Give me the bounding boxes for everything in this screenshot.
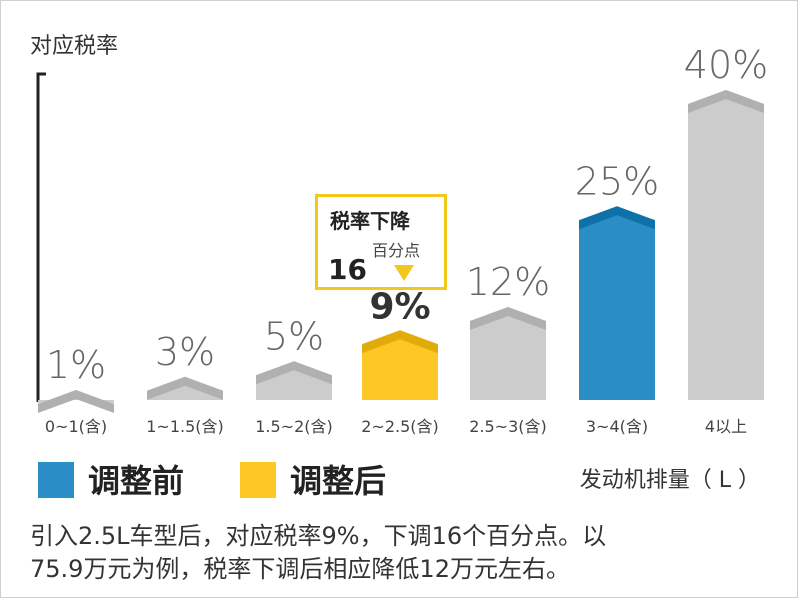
legend-swatch-after [240, 462, 276, 498]
x-tick-label-0: 0~1(含) [45, 417, 107, 436]
x-tick-label-4: 2.5~3(含) [469, 417, 547, 436]
bar-cap-1 [147, 376, 223, 400]
bar-cap-5 [579, 206, 655, 230]
legend-swatch-before [38, 462, 74, 498]
down-arrow-icon [394, 265, 414, 281]
caption-line-2: 75.9万元为例，税率下调后相应降低12万元左右。 [30, 555, 570, 583]
caption-line-1: 引入2.5L车型后，对应税率9%，下调16个百分点。以 [30, 522, 607, 550]
callout-unit: 百分点 [372, 241, 421, 260]
bar-cap-0 [38, 390, 114, 413]
value-label-6: 40% [684, 43, 768, 87]
value-label-4: 12% [466, 260, 550, 304]
x-axis-title: 发动机排量（ L ） [579, 468, 760, 493]
callout-title: 税率下降 [330, 209, 410, 233]
value-label-2: 5% [264, 314, 324, 358]
x-tick-label-2: 1.5~2(含) [255, 417, 333, 436]
bar-5 [579, 206, 655, 400]
bar-cap-4 [470, 307, 546, 330]
bar-6 [688, 90, 764, 400]
bar-3 [362, 330, 438, 400]
x-tick-label-5: 3~4(含) [586, 417, 648, 436]
legend-label-after: 调整后 [290, 462, 387, 500]
y-axis-line [36, 72, 46, 402]
bar-1 [147, 376, 223, 400]
value-label-5: 25% [575, 159, 659, 203]
y-axis-label: 对应税率 [30, 34, 119, 59]
bar-cap-2 [256, 361, 332, 385]
legend-label-before: 调整前 [88, 462, 185, 500]
bar-cap-3 [362, 330, 438, 354]
bar-cap-6 [688, 90, 764, 113]
caption: 引入2.5L车型后，对应税率9%，下调16个百分点。以 75.9万元为例，税率下… [30, 520, 790, 586]
x-tick-label-6: 4以上 [705, 417, 747, 436]
bar-4 [470, 307, 546, 400]
value-label-3: 9% [369, 286, 430, 327]
x-tick-label-1: 1~1.5(含) [146, 417, 224, 436]
callout-value: 16 [328, 253, 367, 286]
bar-chart: 1% 0~1(含) 3% 1~1.5(含) 5% 1.5~2(含) 9% 2~2.5(含) 12… [36, 43, 768, 436]
x-tick-label-3: 2~2.5(含) [361, 417, 439, 436]
value-label-1: 3% [155, 330, 215, 374]
rate-drop-callout: 税率下降 百分点 16 [315, 194, 447, 290]
value-label-0: 1% [46, 343, 106, 387]
